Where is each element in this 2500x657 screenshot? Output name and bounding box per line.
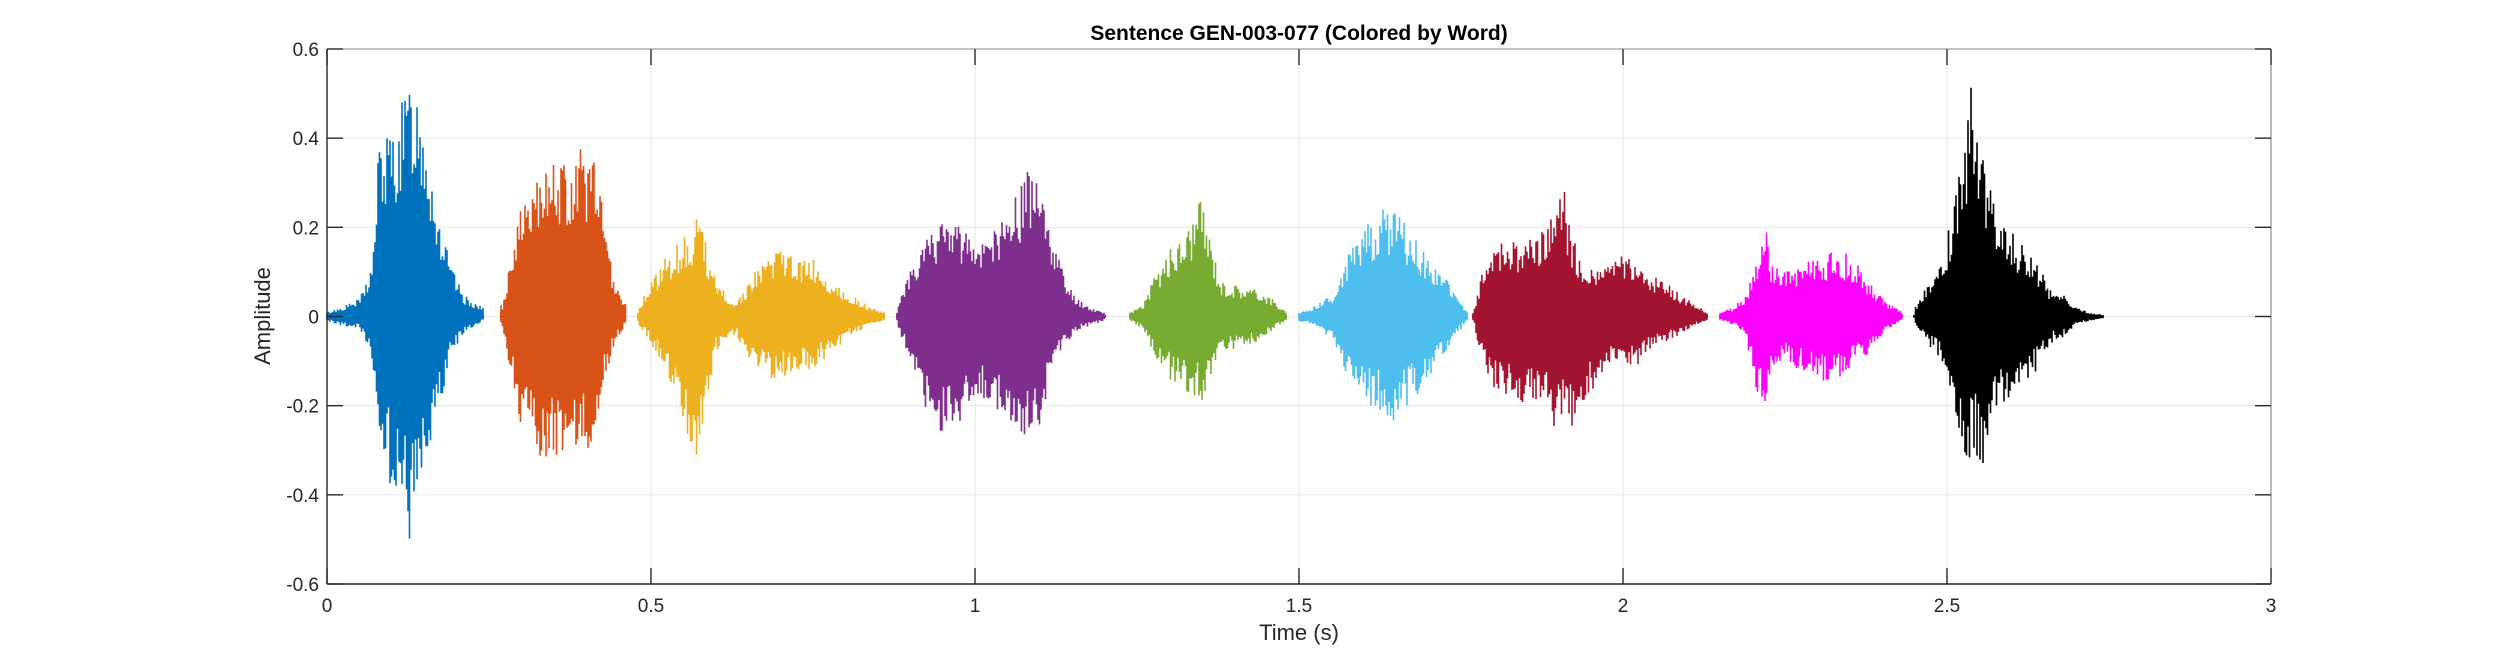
y-axis-label: Amplitude — [250, 267, 275, 365]
waveform-core — [1719, 286, 1903, 348]
word-waveform-9 — [1913, 87, 2104, 463]
y-tick-label: -0.4 — [286, 486, 319, 507]
word-waveform-3 — [637, 219, 885, 455]
y-tick-label: 0.2 — [293, 218, 319, 239]
word-waveform-5 — [1129, 202, 1287, 400]
x-tick-label: 0 — [322, 596, 333, 617]
y-tick-label: 0.6 — [293, 40, 319, 61]
waveform-core — [1913, 232, 2103, 373]
word-waveform-4 — [896, 172, 1106, 435]
word-waveform-7 — [1472, 192, 1708, 426]
x-tick-label: 0.5 — [638, 596, 664, 617]
x-tick-label: 1 — [970, 596, 981, 617]
waveform-core — [1129, 274, 1287, 348]
tick-marks — [326, 48, 2272, 585]
chart-title: Sentence GEN-003-077 (Colored by Word) — [1090, 22, 1507, 45]
y-tick-label: -0.2 — [286, 397, 319, 418]
x-tick-label: 2 — [1618, 596, 1629, 617]
waveform-core — [637, 282, 885, 369]
series-layer — [326, 87, 2104, 539]
y-tick-label: -0.6 — [286, 575, 319, 596]
waveform-core — [1298, 277, 1468, 354]
word-waveform-6 — [1298, 209, 1468, 421]
x-axis-label: Time (s) — [1259, 620, 1339, 645]
y-tick-label: 0 — [308, 308, 319, 329]
waveform-core — [896, 262, 1106, 361]
waveform-core — [1472, 273, 1708, 357]
waveform-core — [500, 257, 626, 368]
word-waveform-2 — [500, 149, 627, 457]
x-tick-label: 3 — [2266, 596, 2277, 617]
x-tick-label: 1.5 — [1286, 596, 1312, 617]
x-tick-label: 2.5 — [1934, 596, 1960, 617]
word-waveform-8 — [1719, 232, 1903, 401]
y-tick-label: 0.4 — [293, 129, 320, 150]
